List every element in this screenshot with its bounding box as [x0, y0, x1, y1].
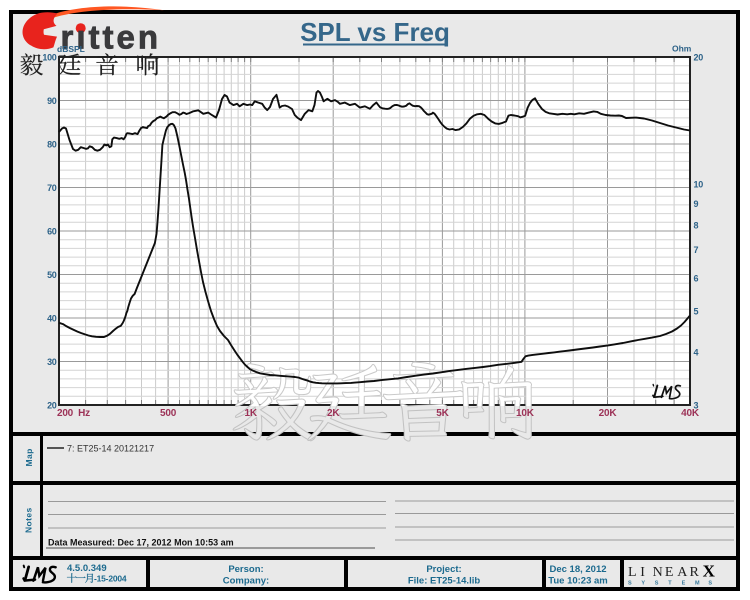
svg-text:7: 7: [694, 245, 699, 255]
svg-text:Hz: Hz: [78, 408, 90, 419]
svg-text:Dec 18, 2012: Dec 18, 2012: [549, 564, 606, 575]
svg-text:File: ET25-14.lib: File: ET25-14.lib: [408, 576, 481, 587]
svg-text:X: X: [703, 562, 716, 581]
svg-text:80: 80: [47, 139, 57, 149]
svg-text:A: A: [677, 565, 688, 580]
svg-text:N: N: [653, 565, 663, 580]
svg-text:100: 100: [42, 52, 56, 62]
svg-text:20K: 20K: [599, 408, 618, 419]
svg-text:10: 10: [694, 180, 704, 190]
svg-text:Person:: Person:: [228, 564, 263, 575]
svg-text:1K: 1K: [245, 408, 258, 419]
svg-text:dBSPL: dBSPL: [57, 44, 85, 54]
svg-text:SPL vs Freq: SPL vs Freq: [300, 17, 450, 47]
svg-text:50: 50: [47, 270, 57, 280]
svg-text:2K: 2K: [327, 408, 340, 419]
svg-text:L: L: [628, 565, 637, 580]
svg-text:Company:: Company:: [223, 576, 269, 587]
svg-text:70: 70: [47, 183, 57, 193]
svg-text:500: 500: [160, 408, 177, 419]
svg-text:60: 60: [47, 226, 57, 236]
svg-text:Project:: Project:: [426, 564, 461, 575]
svg-text:30: 30: [47, 357, 57, 367]
svg-text:8: 8: [694, 221, 699, 231]
svg-text:S: S: [655, 581, 659, 587]
svg-text:T: T: [668, 581, 672, 587]
svg-text:5K: 5K: [436, 408, 449, 419]
svg-text:E: E: [665, 565, 674, 580]
svg-text:4: 4: [694, 348, 699, 358]
svg-text:4.5.0.349: 4.5.0.349: [67, 563, 107, 574]
svg-text:7: ET25-14 20121217: 7: ET25-14 20121217: [67, 444, 154, 454]
svg-text:10K: 10K: [516, 408, 535, 419]
svg-text:E: E: [682, 581, 686, 587]
svg-text:Y: Y: [641, 581, 645, 587]
svg-text:R: R: [690, 565, 700, 580]
svg-text:20: 20: [694, 52, 704, 62]
svg-text:rıtten: rıtten: [61, 19, 162, 56]
svg-text:S: S: [628, 581, 632, 587]
svg-text:40K: 40K: [681, 408, 700, 419]
svg-text:3: 3: [694, 400, 699, 410]
svg-text:M: M: [695, 581, 700, 587]
svg-text:90: 90: [47, 96, 57, 106]
svg-text:Data Measured: Dec 17, 2012 M: Data Measured: Dec 17, 2012 Mon 10:53 am: [48, 538, 234, 548]
svg-text:6: 6: [694, 273, 699, 283]
svg-text:9: 9: [694, 199, 699, 209]
svg-text:Tue 10:23 am: Tue 10:23 am: [548, 576, 608, 587]
svg-text:-15-2004: -15-2004: [94, 574, 127, 584]
svg-text:20: 20: [47, 400, 57, 410]
svg-text:200: 200: [57, 408, 74, 419]
svg-text:40: 40: [47, 313, 57, 323]
svg-text:Notes: Notes: [24, 507, 34, 533]
svg-text:Ohm: Ohm: [672, 44, 692, 54]
svg-text:I: I: [640, 565, 645, 580]
svg-text:Map: Map: [24, 448, 34, 466]
svg-text:S: S: [708, 581, 712, 587]
svg-text:5: 5: [694, 307, 699, 317]
